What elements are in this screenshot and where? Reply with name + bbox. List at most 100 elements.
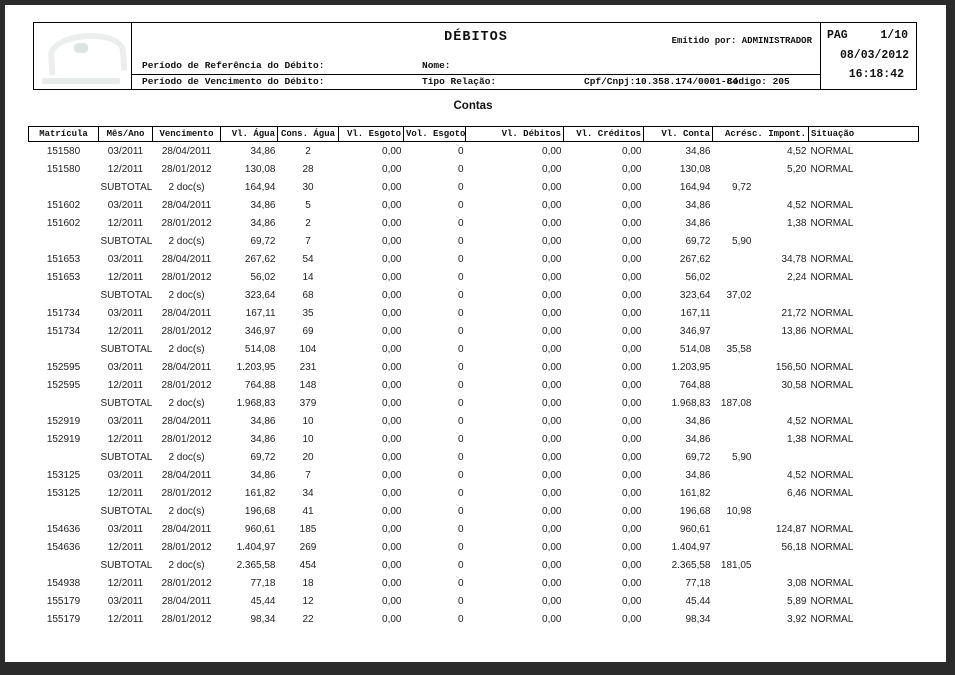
- report-date: 08/03/2012: [839, 49, 909, 62]
- cell: 152919: [46, 433, 81, 445]
- cell: 151653: [46, 271, 81, 283]
- cell: 164,94: [244, 181, 276, 193]
- cell: 167,11: [245, 307, 276, 319]
- cell: 2.365,58: [236, 559, 276, 571]
- cell: 34,86: [685, 145, 711, 157]
- cell: 1.203,95: [671, 361, 711, 373]
- cell: 41: [302, 505, 314, 517]
- cell: 0,00: [622, 613, 642, 625]
- cell: 03/2011: [107, 361, 144, 373]
- cell: SUBTOTAL: [100, 235, 153, 247]
- cell: NORMAL: [810, 325, 854, 337]
- cell: 56,02: [250, 271, 276, 283]
- cell: 1,38: [787, 433, 807, 445]
- cell: 151602: [46, 199, 81, 211]
- cell: 22: [302, 613, 314, 625]
- cell: 960,61: [244, 523, 276, 535]
- cell: 0,00: [622, 163, 642, 175]
- table-row: 152595 03/2011 28/04/2011 1.203,95 231 0,00 0 0…: [29, 358, 919, 376]
- cell: 0,00: [622, 253, 642, 265]
- cell: 28/04/2011: [161, 523, 212, 535]
- cell: 0: [457, 577, 464, 589]
- cell: NORMAL: [810, 577, 854, 589]
- table-row: 155179 03/2011 28/04/2011 45,44 12 0,00 0 0,00 0…: [29, 592, 919, 610]
- cell: 34,86: [250, 199, 276, 211]
- cell: 34,86: [250, 415, 276, 427]
- cell: NORMAL: [810, 523, 854, 535]
- cell: 148: [299, 379, 317, 391]
- table-row: 151580 12/2011 28/01/2012 130,08 28 0,00 0 0,00…: [29, 160, 919, 178]
- cell: 0,00: [542, 523, 562, 535]
- cell: 0,00: [542, 343, 562, 355]
- cell: 0,00: [622, 397, 642, 409]
- cell: 28/01/2012: [161, 271, 212, 283]
- cell: 0: [457, 163, 464, 175]
- cell: [29, 556, 99, 574]
- cell: 196,68: [679, 505, 711, 517]
- cell: 155179: [46, 613, 81, 625]
- cell: 0,00: [542, 199, 562, 211]
- relation-type-label: Tipo Relação:: [422, 76, 497, 87]
- cell: 0,00: [622, 217, 642, 229]
- cell: 5: [305, 199, 311, 211]
- cell: 151734: [46, 307, 81, 319]
- cell: 323,64: [244, 289, 276, 301]
- cell: [29, 502, 99, 520]
- cell: [809, 394, 919, 412]
- cell: 10: [302, 415, 314, 427]
- cell: 03/2011: [107, 253, 144, 265]
- cell: 1,38: [787, 217, 807, 229]
- cell: 0,00: [542, 181, 562, 193]
- cell: 0,00: [382, 451, 402, 463]
- cell: SUBTOTAL: [100, 181, 153, 193]
- cell: 1.203,95: [236, 361, 276, 373]
- cell: 0,00: [382, 397, 402, 409]
- cell: 0,00: [622, 541, 642, 553]
- cell: 267,62: [244, 253, 276, 265]
- report-title: DÉBITOS: [444, 30, 508, 45]
- cell: 2 doc(s): [168, 559, 205, 571]
- cell: 0,00: [622, 505, 642, 517]
- cell: 45,44: [250, 595, 276, 607]
- cell: 5,89: [787, 595, 807, 607]
- cell: 2 doc(s): [168, 181, 205, 193]
- cell: 764,88: [679, 379, 711, 391]
- cell: 2 doc(s): [168, 505, 205, 517]
- column-header: Vencimento: [152, 126, 221, 142]
- cell: [29, 340, 99, 358]
- cell: 0,00: [542, 577, 562, 589]
- report-time: 16:18:42: [848, 68, 904, 81]
- cell: 0,00: [382, 181, 402, 193]
- cell: 0: [457, 307, 464, 319]
- cell: 1.968,83: [671, 397, 711, 409]
- reference-period-label: Período de Referência do Débito:: [142, 60, 325, 71]
- cell: 0,00: [382, 235, 402, 247]
- cell: 2: [305, 145, 311, 157]
- cell: 34,86: [685, 469, 711, 481]
- codigo-value: Código: 205: [727, 76, 790, 87]
- cell: 28/04/2011: [161, 415, 212, 427]
- cell: 69,72: [250, 451, 276, 463]
- cell: NORMAL: [810, 469, 854, 481]
- cell: NORMAL: [810, 595, 854, 607]
- cell: 0,00: [542, 271, 562, 283]
- cell: [809, 448, 919, 466]
- cell: 12/2011: [107, 217, 144, 229]
- cell: 346,97: [244, 325, 276, 337]
- cell: 0: [457, 541, 464, 553]
- cell: 130,08: [679, 163, 711, 175]
- cell: 0: [457, 469, 464, 481]
- cell: 12/2011: [107, 487, 144, 499]
- cell: 3,08: [787, 577, 807, 589]
- table-row: 154938 12/2011 28/01/2012 77,18 18 0,00 0 0,00 0…: [29, 574, 919, 592]
- cell: 28/04/2011: [161, 469, 212, 481]
- cell: 12: [302, 595, 314, 607]
- cell: 28/01/2012: [161, 433, 212, 445]
- cell: 0,00: [622, 379, 642, 391]
- cell: 0,00: [382, 559, 402, 571]
- cell: 0,00: [622, 451, 642, 463]
- cell: 34,86: [685, 199, 711, 211]
- cell: 960,61: [679, 523, 711, 535]
- cell: 56,18: [781, 541, 807, 553]
- cell: 0,00: [622, 145, 642, 157]
